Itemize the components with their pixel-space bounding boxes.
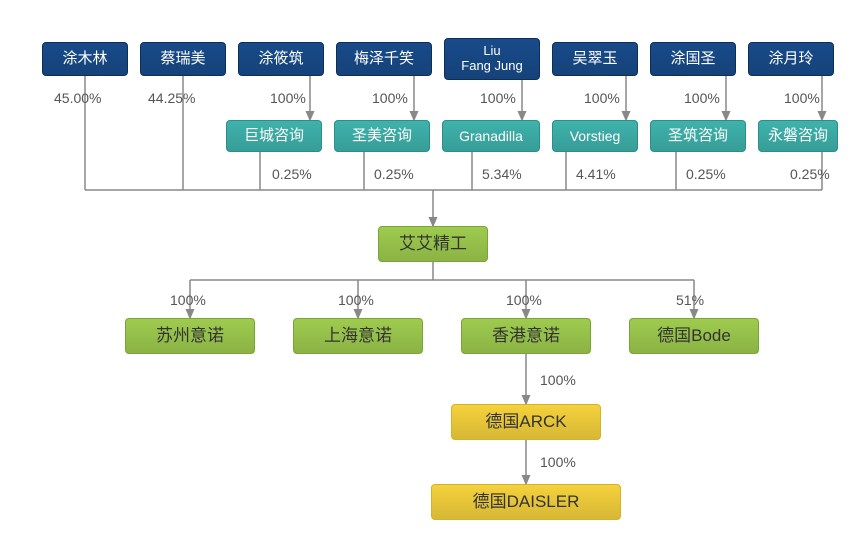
pct-label: 100% [784, 90, 820, 106]
node-p8: 涂月玲 [748, 42, 834, 76]
pct-label: 100% [170, 292, 206, 308]
node-p7: 涂国圣 [650, 42, 736, 76]
pct-label: 100% [270, 90, 306, 106]
pct-label: 0.25% [686, 166, 726, 182]
connectors-layer [0, 0, 857, 539]
pct-label: 100% [684, 90, 720, 106]
node-c4: 圣美咨询 [334, 120, 430, 152]
pct-label: 100% [540, 454, 576, 470]
node-p1: 涂木林 [42, 42, 128, 76]
node-p5: Liu Fang Jung [444, 38, 540, 80]
pct-label: 5.34% [482, 166, 522, 182]
node-p6: 吴翠玉 [552, 42, 638, 76]
node-p4: 梅泽千笑 [336, 42, 432, 76]
node-da: 德国DAISLER [431, 484, 621, 520]
pct-label: 4.41% [576, 166, 616, 182]
node-s4: 德国Bode [629, 318, 759, 354]
node-ctr: 艾艾精工 [378, 226, 488, 262]
node-s2: 上海意诺 [293, 318, 423, 354]
pct-label: 45.00% [54, 90, 101, 106]
node-s3: 香港意诺 [461, 318, 591, 354]
node-c7: 圣筑咨询 [650, 120, 746, 152]
pct-label: 0.25% [790, 166, 830, 182]
pct-label: 44.25% [148, 90, 195, 106]
pct-label: 100% [338, 292, 374, 308]
node-ar: 德国ARCK [451, 404, 601, 440]
node-p3: 涂筱筑 [238, 42, 324, 76]
node-s1: 苏州意诺 [125, 318, 255, 354]
node-c3: 巨城咨询 [226, 120, 322, 152]
pct-label: 0.25% [272, 166, 312, 182]
node-c5: Granadilla [442, 120, 540, 152]
node-p2: 蔡瑞美 [140, 42, 226, 76]
pct-label: 51% [676, 292, 704, 308]
pct-label: 100% [584, 90, 620, 106]
node-c8: 永磐咨询 [758, 120, 838, 152]
node-c6: Vorstieg [552, 120, 638, 152]
pct-label: 100% [506, 292, 542, 308]
pct-label: 100% [372, 90, 408, 106]
pct-label: 0.25% [374, 166, 414, 182]
pct-label: 100% [540, 372, 576, 388]
pct-label: 100% [480, 90, 516, 106]
